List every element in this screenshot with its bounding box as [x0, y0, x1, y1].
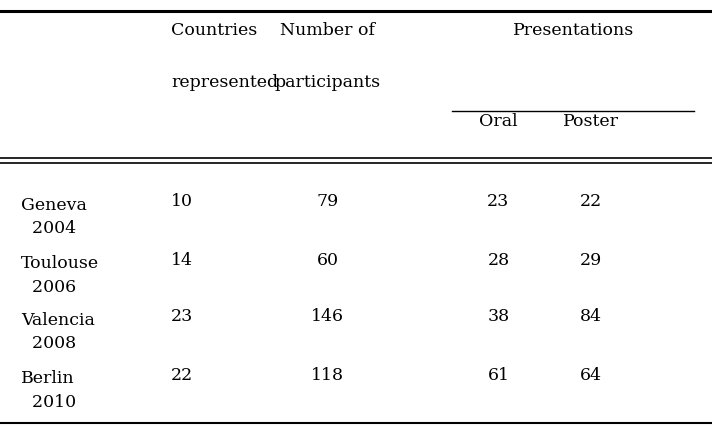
- Text: 22: 22: [580, 193, 602, 210]
- Text: Berlin
  2010: Berlin 2010: [21, 370, 76, 411]
- Text: represented: represented: [171, 74, 278, 91]
- Text: participants: participants: [274, 74, 381, 91]
- Text: 29: 29: [580, 252, 602, 269]
- Text: Number of: Number of: [280, 22, 375, 39]
- Text: Poster: Poster: [563, 113, 619, 130]
- Text: 79: 79: [316, 193, 339, 210]
- Text: 23: 23: [487, 193, 510, 210]
- Text: Geneva
  2004: Geneva 2004: [21, 197, 88, 237]
- Text: 14: 14: [171, 252, 193, 269]
- Text: 84: 84: [580, 308, 602, 326]
- Text: 38: 38: [487, 308, 510, 326]
- Text: 146: 146: [311, 308, 344, 326]
- Text: 28: 28: [487, 252, 510, 269]
- Text: 61: 61: [488, 367, 509, 384]
- Text: 22: 22: [171, 367, 193, 384]
- Text: 118: 118: [311, 367, 344, 384]
- Text: 10: 10: [171, 193, 193, 210]
- Text: 64: 64: [580, 367, 602, 384]
- Text: Presentations: Presentations: [513, 22, 634, 39]
- Text: 23: 23: [171, 308, 193, 326]
- Text: 60: 60: [317, 252, 338, 269]
- Text: Oral: Oral: [479, 113, 518, 130]
- Text: Toulouse
  2006: Toulouse 2006: [21, 255, 100, 296]
- Text: Valencia
  2008: Valencia 2008: [21, 312, 95, 352]
- Text: Countries: Countries: [171, 22, 257, 39]
